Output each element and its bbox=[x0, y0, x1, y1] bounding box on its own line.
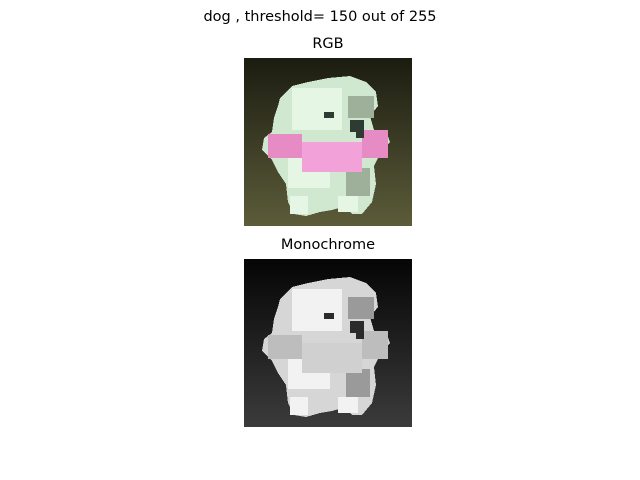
mono-dog-eye-left bbox=[324, 313, 334, 319]
mono-harness-right bbox=[362, 331, 388, 359]
rgb-dog-eye-left bbox=[324, 112, 334, 118]
rgb-dog-features bbox=[324, 112, 364, 138]
rgb-dog-nose bbox=[356, 132, 364, 138]
rgb-dog-side-shadow bbox=[346, 168, 370, 196]
mono-dog-face-light bbox=[292, 289, 342, 331]
mono-dog-ear-shadow bbox=[348, 297, 374, 319]
rgb-dog-face-light bbox=[292, 88, 342, 130]
rgb-panel-title: RGB bbox=[312, 36, 344, 52]
rgb-harness-left bbox=[268, 134, 302, 158]
mono-dog-features bbox=[324, 313, 364, 339]
rgb-image bbox=[244, 58, 412, 226]
mono-dog-left-paw bbox=[290, 397, 308, 415]
monochrome-image bbox=[244, 259, 412, 427]
mono-dog-eye-right bbox=[350, 321, 364, 333]
mono-harness bbox=[268, 331, 388, 373]
monochrome-dog-image bbox=[244, 259, 412, 427]
figure-title: dog , threshold= 150 out of 255 bbox=[203, 9, 437, 25]
rgb-dog-left-paw bbox=[290, 196, 308, 214]
mono-harness-center bbox=[302, 343, 362, 373]
rgb-dog-right-paw bbox=[338, 196, 358, 212]
mono-harness-left bbox=[268, 335, 302, 359]
rgb-harness-center bbox=[302, 142, 362, 172]
rgb-dog-eye-right bbox=[350, 120, 364, 132]
rgb-dog-ear-shadow bbox=[348, 96, 374, 118]
rgb-harness bbox=[268, 130, 388, 172]
mono-dog-right-paw bbox=[338, 397, 358, 413]
rgb-harness-right bbox=[362, 130, 388, 158]
mono-dog-side-shadow bbox=[346, 369, 370, 397]
mono-panel-title: Monochrome bbox=[280, 237, 376, 253]
rgb-dog-image bbox=[244, 58, 412, 226]
mono-dog-nose bbox=[356, 333, 364, 339]
